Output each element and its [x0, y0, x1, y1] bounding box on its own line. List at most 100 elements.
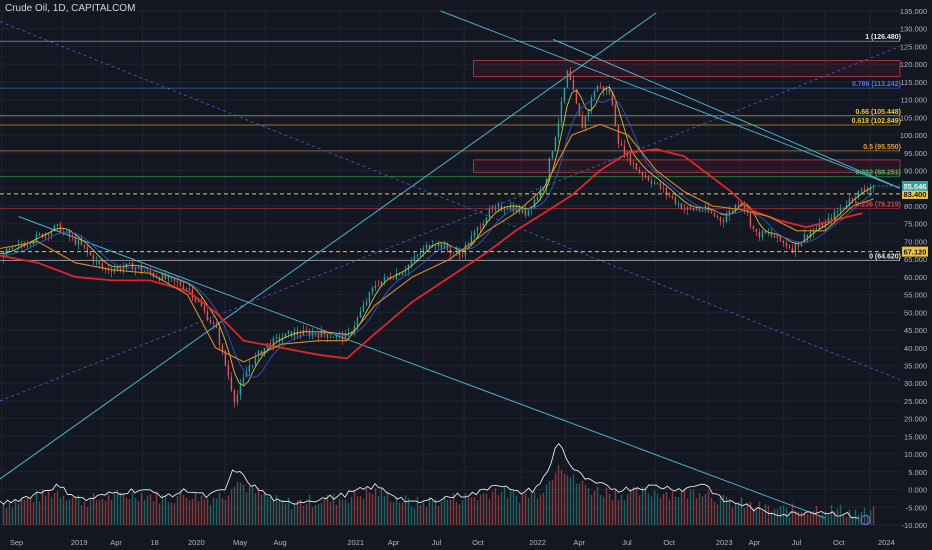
- volume-bar: [254, 492, 257, 525]
- candle-body: [587, 109, 590, 117]
- candle-body: [290, 331, 293, 337]
- volume-bar: [356, 496, 359, 525]
- volume-bar: [596, 486, 599, 525]
- current-price-tag: [902, 180, 928, 191]
- volume-bar: [83, 501, 86, 525]
- candle-body: [305, 330, 308, 332]
- volume-bar: [506, 497, 509, 525]
- volume-bar: [872, 506, 875, 525]
- candle-body: [56, 223, 59, 226]
- price-tick-label: 45.000: [904, 326, 927, 335]
- candle-body: [215, 323, 218, 328]
- candle-body: [608, 89, 611, 94]
- candle-body: [404, 270, 407, 273]
- candle-body: [767, 232, 770, 234]
- candle-body: [512, 206, 515, 213]
- candle-body: [386, 276, 389, 278]
- candle-body: [329, 336, 332, 338]
- volume-bar: [194, 491, 197, 525]
- volume-bar: [275, 494, 278, 525]
- candle-body: [590, 97, 593, 110]
- volume-bar: [569, 477, 572, 525]
- volume-bar: [53, 492, 56, 525]
- volume-bar: [740, 497, 743, 525]
- candle-body: [800, 241, 803, 247]
- volume-bar: [764, 504, 767, 525]
- volume-bar: [560, 469, 563, 525]
- volume-bar: [434, 499, 437, 525]
- volume-bar: [536, 498, 539, 525]
- volume-bar: [392, 502, 395, 525]
- volume-bar: [215, 498, 218, 525]
- candle-body: [560, 101, 563, 123]
- volume-bar: [785, 508, 788, 525]
- price-tick-label: 0.000: [908, 486, 927, 495]
- candle-body: [26, 244, 29, 247]
- candle-body: [131, 262, 134, 271]
- volume-bar: [803, 513, 806, 525]
- volume-bar: [326, 495, 329, 525]
- volume-bar: [869, 510, 872, 525]
- candle-body: [851, 198, 854, 200]
- candle-body: [176, 280, 179, 283]
- price-axis: 135.000 130.000 125.000 120.000 115.000 110.0…: [900, 7, 927, 530]
- candle-body: [830, 217, 833, 221]
- price-tick-label: 100.000: [900, 131, 927, 140]
- volume-bar: [116, 490, 119, 525]
- volume-bar: [224, 499, 227, 525]
- volume-bar: [14, 499, 17, 525]
- volume-bar: [182, 495, 185, 525]
- marker-price-label: 67.120: [904, 248, 927, 257]
- volume-bar: [752, 508, 755, 525]
- volume-bar: [467, 496, 470, 525]
- candle-body: [242, 377, 245, 384]
- volume-bar: [47, 491, 50, 525]
- candle-body: [437, 243, 440, 247]
- volume-bar: [800, 511, 803, 525]
- volume-bar: [455, 501, 458, 525]
- candle-body: [197, 300, 200, 302]
- candle-body: [812, 230, 815, 233]
- candle-body: [695, 209, 698, 211]
- candle-body: [434, 245, 437, 247]
- volume-bar: [197, 501, 200, 525]
- candle-body: [737, 204, 740, 206]
- candle-body: [356, 317, 359, 326]
- candle-body: [107, 269, 110, 271]
- candle-body: [818, 223, 821, 229]
- volume-bar: [377, 496, 380, 525]
- candle-body: [551, 150, 554, 159]
- volume-bar: [794, 510, 797, 525]
- candle-body: [221, 345, 224, 351]
- candle-body: [392, 278, 395, 280]
- volume-bar: [773, 508, 776, 525]
- candle-body: [857, 190, 860, 198]
- volume-bar: [17, 503, 20, 525]
- volume-bar: [695, 497, 698, 525]
- candle-body: [281, 338, 284, 341]
- current-price-label: 85.646: [904, 182, 927, 191]
- candle-body: [500, 205, 503, 211]
- time-tick-label: 2022: [529, 538, 546, 547]
- volume-bar: [659, 497, 662, 525]
- volume-bar: [134, 497, 137, 525]
- candle-body: [98, 260, 101, 264]
- alert-marker: [860, 515, 871, 526]
- volume-bar: [350, 496, 353, 525]
- time-tick-label: 2019: [71, 538, 88, 547]
- candle-body: [254, 356, 257, 365]
- candle-body: [686, 207, 689, 210]
- volume-bar: [431, 500, 434, 525]
- candle-body: [248, 365, 251, 373]
- volume-bar: [227, 495, 230, 525]
- volume-bar: [473, 497, 476, 525]
- volume-bar: [332, 493, 335, 525]
- volume-bar: [737, 502, 740, 525]
- time-axis: Sep 2019 Apr 18 2020 May Aug 2021 Apr Jul Oct 2022 A…: [10, 538, 895, 547]
- price-tick-label: 120.000: [900, 60, 927, 69]
- candle-body: [77, 240, 80, 245]
- candle-body: [278, 337, 281, 341]
- candle-body: [650, 180, 653, 184]
- candle-body: [38, 233, 41, 235]
- candle-body: [536, 197, 539, 200]
